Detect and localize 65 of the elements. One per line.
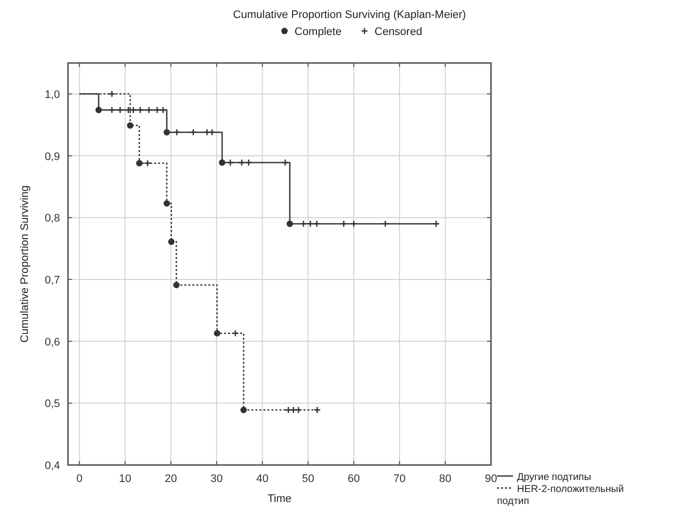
point (190, 128, 197, 136)
y-tick-label: 1,0 (44, 88, 60, 101)
x-tick-label: 20 (164, 473, 178, 485)
x-axis-title: Time (267, 493, 292, 505)
legend-label: Censored (374, 26, 422, 38)
point (108, 106, 116, 114)
point (144, 160, 152, 167)
point (154, 106, 161, 114)
point (432, 220, 440, 228)
x-tick-label: 70 (393, 473, 406, 485)
point (164, 200, 170, 207)
point (313, 220, 320, 228)
chart-title: Cumulative Proportion Surviving (Kaplan-Meier) (233, 9, 466, 21)
point (382, 220, 390, 228)
legend-label: Complete (294, 26, 342, 38)
point (208, 128, 216, 136)
y-tick-label: 0,9 (44, 150, 60, 163)
y-tick-label: 0,8 (44, 212, 60, 225)
y-tick-label: 0,4 (44, 460, 60, 472)
point (145, 106, 153, 114)
point (116, 106, 124, 114)
y-tick-label: 0,7 (44, 274, 60, 286)
point (130, 106, 138, 114)
point (232, 330, 240, 337)
point (306, 220, 314, 228)
x-tick-label: 50 (302, 473, 314, 485)
point (108, 90, 116, 98)
x-tick-label: 30 (210, 473, 223, 485)
legend-label: HER-2-положительный подтип (497, 484, 624, 507)
x-tick-label: 80 (439, 473, 452, 485)
point (126, 122, 134, 129)
x-tick-label: 40 (256, 473, 268, 485)
point (282, 158, 289, 166)
point (244, 158, 252, 166)
x-tick-label: 0 (76, 473, 82, 485)
point (350, 220, 358, 228)
y-axis-title: Cumulative Proportion Surviving (19, 185, 31, 343)
point (300, 220, 308, 228)
point (286, 220, 293, 227)
point (238, 158, 246, 166)
x-tick-label: 60 (348, 473, 360, 485)
point (290, 406, 298, 414)
x-tick-label: 10 (119, 473, 132, 485)
point (226, 158, 234, 166)
point (136, 160, 143, 166)
point (159, 106, 167, 114)
point (214, 330, 220, 336)
point (124, 106, 132, 114)
y-tick-label: 0,6 (44, 336, 60, 348)
point (203, 128, 211, 136)
point (284, 406, 292, 414)
point (314, 406, 321, 414)
point (218, 159, 226, 166)
point (240, 406, 247, 414)
point (164, 129, 170, 136)
point (340, 220, 348, 228)
legend-label: Другие подтипы (517, 472, 592, 483)
y-tick-label: 0,5 (44, 398, 60, 410)
point (95, 106, 102, 114)
point (173, 128, 180, 136)
x-tick-label: 90 (484, 473, 498, 485)
point (136, 106, 144, 114)
point (168, 238, 175, 245)
point (173, 282, 180, 288)
point (294, 406, 302, 414)
